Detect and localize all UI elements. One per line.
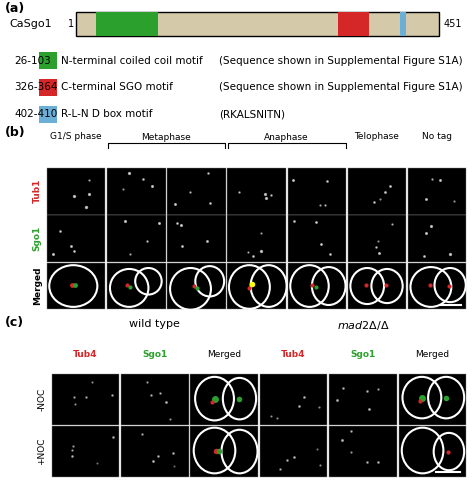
Text: Metaphase: Metaphase (142, 133, 191, 142)
Bar (96, 12, 158, 36)
Text: 26-103: 26-103 (14, 56, 51, 66)
Bar (348, 215, 406, 262)
Bar (228, 215, 286, 262)
Text: G1/S phase: G1/S phase (51, 132, 102, 141)
Bar (167, 263, 226, 310)
Text: Tub4: Tub4 (73, 350, 98, 359)
Text: Merged: Merged (415, 350, 449, 359)
Bar (47, 168, 105, 214)
Bar (408, 168, 466, 214)
Text: Merged: Merged (207, 350, 241, 359)
Bar (288, 168, 346, 214)
Bar (399, 374, 466, 425)
Bar (338, 12, 369, 36)
Text: (b): (b) (5, 126, 26, 139)
Text: Sgo1: Sgo1 (350, 350, 375, 359)
Bar (288, 263, 346, 310)
Bar (107, 168, 165, 214)
Bar (76, 12, 439, 36)
Bar (107, 215, 165, 262)
Bar (47, 215, 105, 262)
Bar (121, 374, 189, 425)
Bar (47, 263, 105, 310)
Bar (191, 426, 258, 477)
Text: Sgo1: Sgo1 (142, 350, 167, 359)
Bar (288, 215, 346, 262)
Text: No tag: No tag (422, 132, 452, 141)
Bar (52, 374, 119, 425)
Text: (RKALSNITN): (RKALSNITN) (219, 109, 285, 119)
Text: (Sequence shown in Supplemental Figure S1A): (Sequence shown in Supplemental Figure S… (219, 83, 462, 92)
Bar (39, 52, 57, 69)
Bar (191, 374, 258, 425)
Text: wild type: wild type (129, 319, 180, 330)
Text: Anaphase: Anaphase (264, 133, 309, 142)
Text: Merged: Merged (33, 267, 42, 305)
Text: Sgo1: Sgo1 (33, 226, 42, 251)
Text: 451: 451 (444, 19, 463, 29)
Bar (399, 426, 466, 477)
Bar (260, 374, 328, 425)
Bar (121, 426, 189, 477)
Text: Tub4: Tub4 (282, 350, 306, 359)
Text: -NOC: -NOC (37, 388, 46, 411)
Bar (260, 426, 328, 477)
Bar (52, 426, 119, 477)
Text: Tub1: Tub1 (33, 179, 42, 204)
Text: 402-410: 402-410 (14, 109, 57, 119)
Text: CaSgo1: CaSgo1 (9, 19, 52, 29)
Text: R-L-N D box motif: R-L-N D box motif (62, 109, 153, 119)
Text: (c): (c) (5, 316, 24, 329)
Text: (Sequence shown in Supplemental Figure S1A): (Sequence shown in Supplemental Figure S… (219, 56, 462, 66)
Bar (228, 168, 286, 214)
Bar (107, 263, 165, 310)
Text: C-terminal SGO motif: C-terminal SGO motif (62, 83, 173, 92)
Bar (167, 168, 226, 214)
Bar (329, 426, 397, 477)
Text: $mad2\Delta/\Delta$: $mad2\Delta/\Delta$ (337, 319, 389, 332)
Bar (408, 215, 466, 262)
Bar (228, 263, 286, 310)
Text: Telophase: Telophase (355, 132, 399, 141)
Text: N-terminal coiled coil motif: N-terminal coiled coil motif (62, 56, 203, 66)
Bar (39, 79, 57, 96)
Bar (400, 12, 406, 36)
Bar (39, 106, 57, 123)
Bar (348, 263, 406, 310)
Text: (a): (a) (5, 2, 25, 16)
Text: +NOC: +NOC (37, 438, 46, 465)
Bar (329, 374, 397, 425)
Text: 326-364: 326-364 (14, 83, 57, 92)
Bar (167, 215, 226, 262)
Bar (348, 168, 406, 214)
Bar (408, 263, 466, 310)
Text: 1: 1 (68, 19, 74, 29)
